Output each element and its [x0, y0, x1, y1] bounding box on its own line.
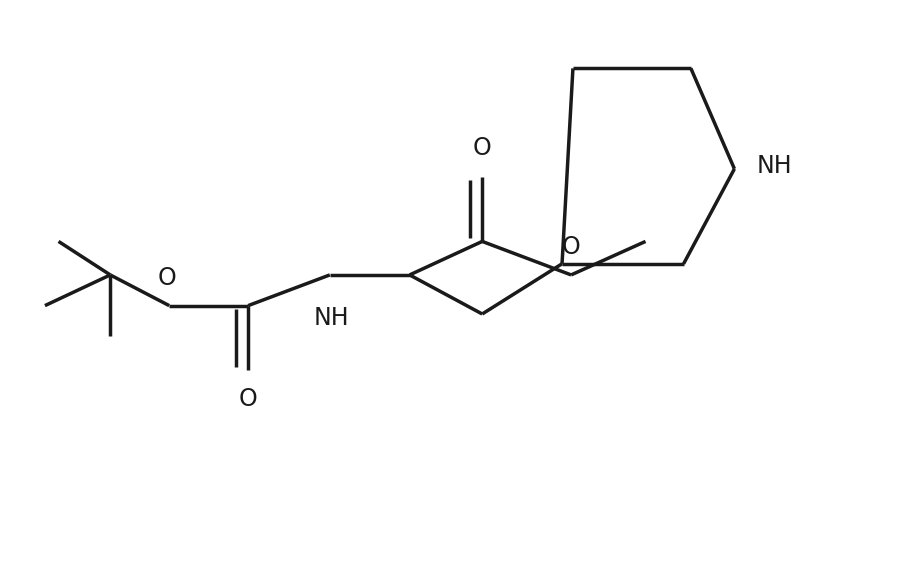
- Text: O: O: [473, 136, 491, 160]
- Text: O: O: [238, 387, 258, 411]
- Text: O: O: [561, 235, 581, 259]
- Text: NH: NH: [757, 154, 793, 178]
- Text: NH: NH: [314, 306, 349, 330]
- Text: O: O: [158, 266, 177, 290]
